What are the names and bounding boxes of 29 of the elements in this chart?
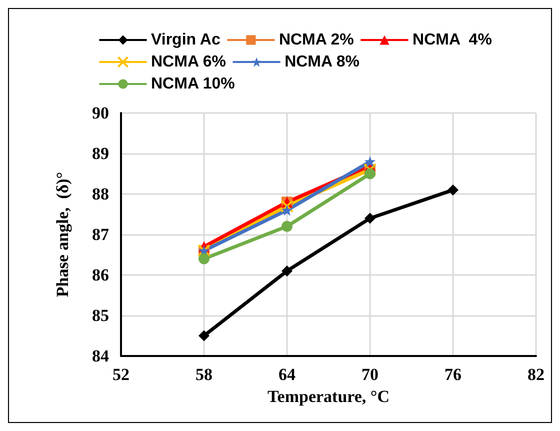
point bbox=[448, 184, 458, 196]
x-tick-label: 76 bbox=[444, 365, 462, 384]
point bbox=[198, 253, 210, 264]
point bbox=[364, 212, 376, 224]
point bbox=[282, 265, 292, 276]
x-tick-label: 58 bbox=[196, 365, 212, 384]
legend-label: NCMA 10% bbox=[151, 76, 235, 92]
x-tick-label: 70 bbox=[362, 365, 378, 384]
y-axis-title: Phase angle, (δ)° bbox=[53, 172, 72, 298]
y-tick-label: 88 bbox=[92, 184, 109, 204]
x-axis-title: Temperature, °C bbox=[267, 387, 390, 406]
y-tick-label: 86 bbox=[92, 266, 109, 284]
y-tick-label: 84 bbox=[92, 346, 110, 366]
legend-label: NCMA 8% bbox=[284, 54, 360, 70]
legend-label: NCMA 4% bbox=[412, 32, 492, 48]
point bbox=[198, 330, 210, 342]
x-tick-label: 82 bbox=[528, 365, 544, 384]
y-tick-label: 90 bbox=[92, 104, 109, 122]
point bbox=[282, 220, 292, 232]
point bbox=[282, 204, 292, 216]
y-tick-label: 89 bbox=[92, 144, 109, 163]
legend-label: NCMA 2% bbox=[278, 32, 354, 48]
point bbox=[280, 200, 294, 213]
legend-label: Virgin Ac bbox=[151, 32, 220, 48]
y-tick-label: 87 bbox=[92, 225, 110, 244]
x-tick-label: 52 bbox=[112, 365, 130, 384]
legend-label: NCMA 6% bbox=[151, 54, 226, 70]
x-tick-label: 64 bbox=[278, 365, 296, 384]
y-tick-label: 85 bbox=[92, 306, 109, 325]
